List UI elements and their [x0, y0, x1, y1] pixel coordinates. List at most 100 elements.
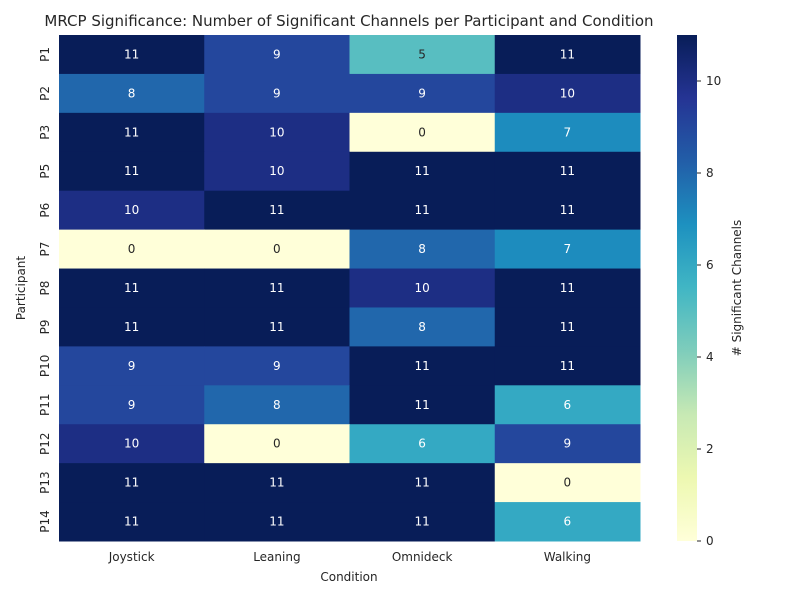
heatmap-cell: [349, 229, 496, 270]
cell-value-label: 11: [414, 359, 429, 373]
cell-value-label: 9: [273, 359, 281, 373]
heatmap-cell: [494, 346, 641, 386]
y-tick-label: P5: [38, 164, 52, 179]
heatmap-cell: [494, 73, 641, 114]
heatmap-cell: [59, 307, 205, 347]
y-tick-label: P6: [38, 203, 52, 218]
cell-value-label: 10: [124, 203, 139, 217]
heatmap-cell: [494, 307, 641, 347]
heatmap-cell: [349, 502, 496, 542]
cell-value-label: 6: [418, 437, 426, 451]
heatmap-cell: [349, 112, 496, 153]
y-tick-label: P3: [38, 125, 52, 140]
heatmap-cell: [494, 229, 641, 270]
cell-value-label: 7: [564, 242, 572, 256]
x-tick-label: Walking: [544, 550, 591, 564]
heatmap-cell: [204, 463, 350, 503]
y-tick-label: P13: [38, 471, 52, 494]
cell-value-label: 11: [560, 203, 575, 217]
cell-value-label: 10: [269, 125, 284, 139]
cell-value-label: 5: [418, 47, 426, 61]
cell-value-label: 8: [128, 86, 136, 100]
cell-value-label: 11: [269, 281, 284, 295]
cell-value-label: 10: [560, 86, 575, 100]
cell-value-label: 8: [273, 398, 281, 412]
cell-value-label: 6: [564, 398, 572, 412]
cell-value-label: 11: [269, 476, 284, 490]
y-tick-label: P14: [38, 510, 52, 533]
chart-title: MRCP Significance: Number of Significant…: [44, 12, 653, 30]
cell-value-label: 11: [414, 515, 429, 529]
heatmap-cell: [349, 190, 496, 231]
x-axis-ticks: Joystick Leaning Omnideck Walking: [108, 550, 591, 564]
y-tick-label: P1: [38, 47, 52, 62]
y-tick-label: P10: [38, 355, 52, 378]
heatmap-cell: [349, 268, 496, 308]
heatmap-cell: [59, 502, 205, 542]
heatmap-cell: [59, 229, 205, 270]
y-tick-label: P12: [38, 432, 52, 455]
heatmap-cell: [59, 190, 205, 231]
x-tick-label: Joystick: [108, 550, 155, 564]
colorbar-label: # Significant Channels: [730, 220, 744, 357]
heatmap-cell: [494, 385, 641, 425]
colorbar-gradient: [677, 35, 697, 541]
heatmap-cell: [494, 151, 641, 192]
heatmap-cell: [204, 151, 350, 192]
cell-value-label: 11: [560, 47, 575, 61]
heatmap-cell: [349, 346, 496, 386]
heatmap-cell: [204, 385, 350, 425]
heatmap-cell: [494, 463, 641, 503]
cell-value-label: 9: [128, 359, 136, 373]
heatmap-cell: [204, 190, 350, 231]
cell-value-label: 11: [414, 476, 429, 490]
cell-value-label: 9: [273, 86, 281, 100]
heatmap-cell: [349, 35, 496, 75]
y-tick-label: P7: [38, 242, 52, 257]
heatmap-cell: [59, 424, 205, 464]
heatmap-cell: [494, 190, 641, 231]
heatmap-cell: [494, 35, 641, 75]
cell-value-label: 11: [560, 281, 575, 295]
heatmap-cell: [59, 35, 205, 75]
cell-value-label: 11: [560, 359, 575, 373]
heatmap-cell: [349, 151, 496, 192]
heatmap-cell: [204, 112, 350, 153]
cell-value-label: 11: [414, 203, 429, 217]
x-tick-label: Omnideck: [392, 550, 453, 564]
colorbar-tick-label: 0: [706, 534, 714, 548]
colorbar-ticks: 0 2 4 6 8 10: [697, 74, 721, 548]
y-axis-ticks: P1 P2 P3 P5 P6 P7 P8 P9 P10 P11 P12 P13 P14: [38, 47, 52, 533]
cell-value-label: 11: [560, 320, 575, 334]
cell-value-label: 11: [269, 203, 284, 217]
cell-value-label: 10: [414, 281, 429, 295]
cell-value-label: 9: [418, 86, 426, 100]
heatmap-cell: [494, 112, 641, 153]
heatmap-cell: [204, 502, 350, 542]
y-tick-label: P2: [38, 86, 52, 101]
x-tick-label: Leaning: [253, 550, 300, 564]
cell-value-label: 0: [128, 242, 136, 256]
heatmap-cell: [59, 112, 205, 153]
colorbar-tick-label: 4: [706, 350, 714, 364]
colorbar-tick-label: 8: [706, 166, 714, 180]
y-tick-label: P11: [38, 394, 52, 417]
cell-value-label: 11: [414, 398, 429, 412]
cell-value-label: 10: [269, 164, 284, 178]
cell-value-label: 0: [273, 242, 281, 256]
heatmap-cell: [204, 73, 350, 114]
cell-value-label: 11: [124, 281, 139, 295]
heatmap-cell: [59, 463, 205, 503]
cell-value-label: 11: [124, 164, 139, 178]
colorbar-tick-label: 2: [706, 442, 714, 456]
y-tick-label: P9: [38, 319, 52, 334]
heatmap-cell: [349, 463, 496, 503]
cell-value-label: 11: [269, 515, 284, 529]
cell-value-label: 11: [124, 125, 139, 139]
colorbar: [677, 35, 697, 541]
cell-value-label: 11: [560, 164, 575, 178]
cell-value-label: 8: [418, 242, 426, 256]
cell-value-label: 11: [269, 320, 284, 334]
heatmap-cell: [204, 229, 350, 270]
y-tick-label: P8: [38, 281, 52, 296]
